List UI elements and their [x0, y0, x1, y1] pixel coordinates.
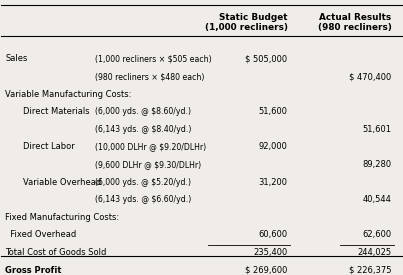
Text: (6,143 yds. @ $8.40/yd.): (6,143 yds. @ $8.40/yd.) [96, 125, 192, 134]
Text: 92,000: 92,000 [259, 142, 288, 152]
Text: Sales: Sales [5, 54, 28, 64]
Text: 51,601: 51,601 [363, 125, 392, 134]
Text: (9,600 DLHr @ $9.30/DLHr): (9,600 DLHr @ $9.30/DLHr) [96, 160, 202, 169]
Text: Direct Labor: Direct Labor [23, 142, 75, 152]
Text: 60,600: 60,600 [258, 230, 288, 240]
Text: $ 505,000: $ 505,000 [245, 54, 288, 64]
Text: Static Budget: Static Budget [219, 13, 288, 22]
Text: (1,000 recliners × $505 each): (1,000 recliners × $505 each) [96, 54, 212, 64]
Text: (6,000 yds. @ $5.20/yd.): (6,000 yds. @ $5.20/yd.) [96, 178, 191, 187]
Text: (6,000 yds. @ $8.60/yd.): (6,000 yds. @ $8.60/yd.) [96, 107, 191, 116]
Text: 62,600: 62,600 [362, 230, 392, 240]
Text: 51,600: 51,600 [259, 107, 288, 116]
Text: 40,544: 40,544 [363, 195, 392, 204]
Text: 244,025: 244,025 [357, 248, 392, 257]
Text: Actual Results: Actual Results [320, 13, 392, 22]
Text: $ 470,400: $ 470,400 [349, 72, 392, 81]
Text: Variable Manufacturing Costs:: Variable Manufacturing Costs: [5, 90, 132, 99]
Text: Total Cost of Goods Sold: Total Cost of Goods Sold [5, 248, 107, 257]
Text: (6,143 yds. @ $6.60/yd.): (6,143 yds. @ $6.60/yd.) [96, 195, 192, 204]
Text: 89,280: 89,280 [362, 160, 392, 169]
Text: (10,000 DLHr @ $9.20/DLHr): (10,000 DLHr @ $9.20/DLHr) [96, 142, 207, 152]
Text: $ 226,375: $ 226,375 [349, 266, 392, 275]
Text: $ 269,600: $ 269,600 [245, 266, 288, 275]
Text: Fixed Overhead: Fixed Overhead [5, 230, 77, 240]
Text: (980 recliners × $480 each): (980 recliners × $480 each) [96, 72, 205, 81]
Text: Gross Profit: Gross Profit [5, 266, 62, 275]
Text: 235,400: 235,400 [253, 248, 288, 257]
Text: Fixed Manufacturing Costs:: Fixed Manufacturing Costs: [5, 213, 120, 222]
Text: (1,000 recliners): (1,000 recliners) [205, 23, 288, 32]
Text: 31,200: 31,200 [259, 178, 288, 187]
Text: (980 recliners): (980 recliners) [318, 23, 392, 32]
Text: Direct Materials: Direct Materials [23, 107, 90, 116]
Text: Variable Overhead: Variable Overhead [23, 178, 102, 187]
